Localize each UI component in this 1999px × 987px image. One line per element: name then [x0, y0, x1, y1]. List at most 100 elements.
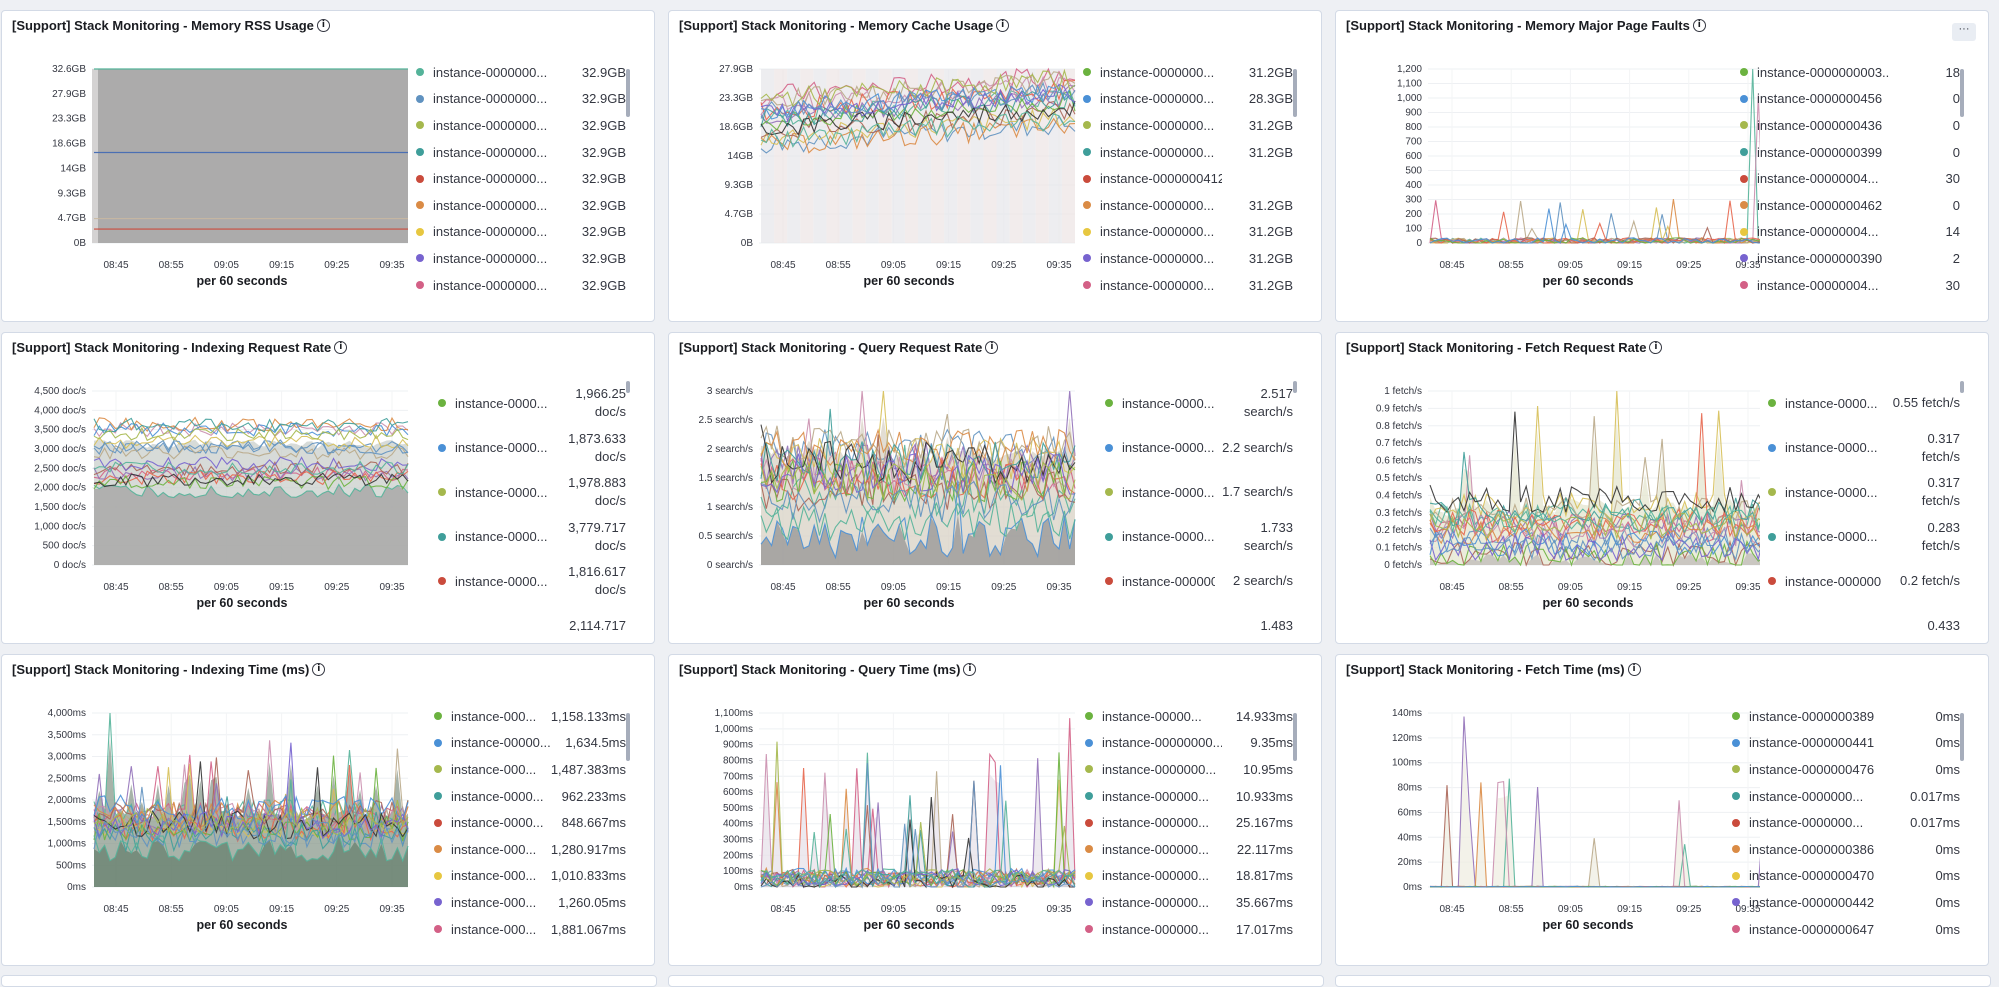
legend-item[interactable]: instance-0000... 0.55 fetch/s — [1768, 381, 1960, 426]
legend-item[interactable]: instance-0000000441 0ms — [1732, 730, 1960, 757]
legend-item[interactable]: instance-0000000... 32.9GB — [416, 86, 626, 113]
legend-item[interactable]: instance-000000... 10.933ms — [1085, 783, 1293, 810]
legend-scrollbar[interactable] — [1293, 713, 1297, 761]
legend-item[interactable]: instance-000000... 0.2 fetch/s — [1768, 559, 1960, 604]
panel-options-icon[interactable]: ··· — [1952, 23, 1976, 41]
legend-item[interactable]: instance-0000... 2.2 search/s — [1105, 426, 1293, 471]
legend-item[interactable]: instance-0000000... 31.2GB — [1083, 192, 1293, 219]
info-icon[interactable]: i — [1649, 341, 1663, 354]
legend-item[interactable]: instance-0000... 1.7 search/s — [1105, 470, 1293, 515]
visualization-panel[interactable]: [Support] Stack Monitoring - Fetch Reque… — [1335, 332, 1989, 644]
legend-item[interactable]: instance-0000000399 0 — [1740, 139, 1960, 166]
legend-item[interactable]: instance-000000... 35.667ms — [1085, 889, 1293, 916]
legend-item[interactable]: instance-0000... 2.517 search/s — [1105, 381, 1293, 426]
legend-item[interactable]: instance-0000000462 0 — [1740, 192, 1960, 219]
legend-item[interactable]: instance-0000... 848.667ms — [434, 809, 626, 836]
info-icon[interactable]: i — [985, 341, 999, 354]
legend-scrollbar[interactable] — [626, 69, 630, 117]
info-icon[interactable]: i — [1627, 663, 1641, 676]
legend-item[interactable]: instance-0000000... 31.2GB — [1083, 139, 1293, 166]
visualization-panel[interactable]: [Support] Stack Monitoring - Query Reque… — [668, 332, 1322, 644]
legend-item[interactable]: instance-0000000390 2 — [1740, 245, 1960, 272]
legend-item[interactable]: instance-0000000436 0 — [1740, 112, 1960, 139]
legend-item[interactable]: instance-0000000... 10.95ms — [1085, 756, 1293, 783]
legend-scrollbar[interactable] — [1293, 69, 1297, 117]
info-icon[interactable]: i — [1692, 19, 1706, 32]
info-icon[interactable]: i — [996, 19, 1010, 32]
legend-item[interactable]: instance-00000004... 30 — [1740, 165, 1960, 192]
legend-item[interactable]: instance-0000... 1,816.617 doc/s — [438, 559, 626, 604]
legend-item[interactable]: instance-000... 1,881.067ms — [434, 916, 626, 943]
legend-item[interactable]: instance-000000... 22.117ms — [1085, 836, 1293, 863]
legend-item[interactable]: 2,114.717 — [438, 604, 626, 631]
legend-item[interactable]: instance-000... 1,487.383ms — [434, 756, 626, 783]
legend-item[interactable]: instance-0000000... 0.017ms — [1732, 783, 1960, 810]
legend-item[interactable]: instance-0000... 1,966.25 doc/s — [438, 381, 626, 426]
legend-item[interactable]: instance-0000000... 0.017ms — [1732, 809, 1960, 836]
legend-item[interactable]: instance-000... 1,010.833ms — [434, 863, 626, 890]
legend-scrollbar[interactable] — [1960, 381, 1964, 393]
legend-item[interactable]: instance-0000... 0.317 fetch/s — [1768, 426, 1960, 471]
legend-item[interactable]: instance-000... 1,158.133ms — [434, 703, 626, 730]
legend-item[interactable]: instance-0000000... 32.9GB — [416, 112, 626, 139]
legend-item[interactable]: instance-00000... 1,634.5ms — [434, 730, 626, 757]
legend-item[interactable]: instance-000000... 18.817ms — [1085, 863, 1293, 890]
legend-item[interactable]: instance-0000000... 31.2GB — [1083, 59, 1293, 86]
legend-item[interactable]: instance-0000000476 0ms — [1732, 756, 1960, 783]
legend-scrollbar[interactable] — [1960, 713, 1964, 761]
legend-scrollbar[interactable] — [1293, 381, 1297, 393]
legend-item[interactable]: instance-0000000... 32.9GB — [416, 165, 626, 192]
legend-item[interactable]: instance-000000... 25.167ms — [1085, 809, 1293, 836]
legend-item[interactable]: instance-0000... 1,978.883 doc/s — [438, 470, 626, 515]
legend-item[interactable]: instance-0000000... 32.9GB — [416, 245, 626, 272]
visualization-panel[interactable]: [Support] Stack Monitoring - Memory RSS … — [1, 10, 655, 322]
legend-scrollbar[interactable] — [626, 381, 630, 393]
legend-item[interactable]: instance-0000000... 32.9GB — [416, 192, 626, 219]
legend-item[interactable]: instance-0000000... 31.2GB — [1083, 272, 1293, 299]
info-icon[interactable]: i — [334, 341, 348, 354]
legend-item[interactable]: instance-0000... 1,873.633 doc/s — [438, 426, 626, 471]
legend-item[interactable]: 1.483 — [1105, 604, 1293, 631]
legend-item[interactable]: instance-000... 1,280.917ms — [434, 836, 626, 863]
legend-item[interactable]: instance-0000000386 0ms — [1732, 836, 1960, 863]
legend-item[interactable]: instance-0000... 962.233ms — [434, 783, 626, 810]
legend-item[interactable]: instance-0000000442 0ms — [1732, 889, 1960, 916]
legend-item[interactable]: instance-00000004... 30 — [1740, 272, 1960, 299]
legend-item[interactable]: instance-0000... 0.317 fetch/s — [1768, 470, 1960, 515]
legend-item[interactable]: instance-0000000... 32.9GB — [416, 59, 626, 86]
visualization-panel[interactable]: [Support] Stack Monitoring - Fetch Time … — [1335, 654, 1989, 966]
legend-item[interactable]: instance-0000000... 31.2GB — [1083, 219, 1293, 246]
info-icon[interactable]: i — [312, 663, 326, 676]
legend-item[interactable]: instance-0000000... 28.3GB — [1083, 86, 1293, 113]
visualization-panel[interactable]: [Support] Stack Monitoring - Memory Cach… — [668, 10, 1322, 322]
legend-item[interactable]: instance-0000... 1.733 search/s — [1105, 515, 1293, 560]
legend-item[interactable]: instance-000... 1,260.05ms — [434, 889, 626, 916]
legend-item[interactable]: instance-0000000... 32.9GB — [416, 139, 626, 166]
legend-item[interactable]: instance-00000... 14.933ms — [1085, 703, 1293, 730]
info-icon[interactable]: i — [963, 663, 977, 676]
legend-item[interactable]: instance-0000000470 0ms — [1732, 863, 1960, 890]
legend-item[interactable]: instance-0000000647 0ms — [1732, 916, 1960, 943]
legend-scrollbar[interactable] — [626, 713, 630, 761]
legend-item[interactable]: 0.433 — [1768, 604, 1960, 631]
info-icon[interactable]: i — [316, 19, 330, 32]
visualization-panel[interactable]: [Support] Stack Monitoring - Memory Majo… — [1335, 10, 1989, 322]
legend-item[interactable]: instance-0000... 3,779.717 doc/s — [438, 515, 626, 560]
legend-item[interactable]: instance-0000... 0.283 fetch/s — [1768, 515, 1960, 560]
legend-scrollbar[interactable] — [1960, 69, 1964, 117]
legend-item[interactable]: instance-0000000... 32.9GB — [416, 219, 626, 246]
legend-item[interactable]: instance-0000000... 31.2GB — [1083, 245, 1293, 272]
legend-item[interactable]: instance-0000000003... 18 — [1740, 59, 1960, 86]
legend-item[interactable]: instance-000000... 2 search/s — [1105, 559, 1293, 604]
legend-item[interactable]: instance-0000000456 0 — [1740, 86, 1960, 113]
legend-item[interactable]: instance-000000... 17.017ms — [1085, 916, 1293, 943]
visualization-panel[interactable]: [Support] Stack Monitoring - Indexing Ti… — [1, 654, 655, 966]
legend-item[interactable]: instance-0000000412 — [1083, 165, 1293, 192]
legend-item[interactable]: instance-0000000... 31.2GB — [1083, 112, 1293, 139]
legend-item[interactable]: instance-00000004... 14 — [1740, 219, 1960, 246]
legend-item[interactable]: instance-0000000... 32.9GB — [416, 272, 626, 299]
visualization-panel[interactable]: [Support] Stack Monitoring - Indexing Re… — [1, 332, 655, 644]
visualization-panel[interactable]: [Support] Stack Monitoring - Query Time … — [668, 654, 1322, 966]
legend-item[interactable]: instance-00000000... 9.35ms — [1085, 730, 1293, 757]
legend-item[interactable]: instance-0000000389 0ms — [1732, 703, 1960, 730]
